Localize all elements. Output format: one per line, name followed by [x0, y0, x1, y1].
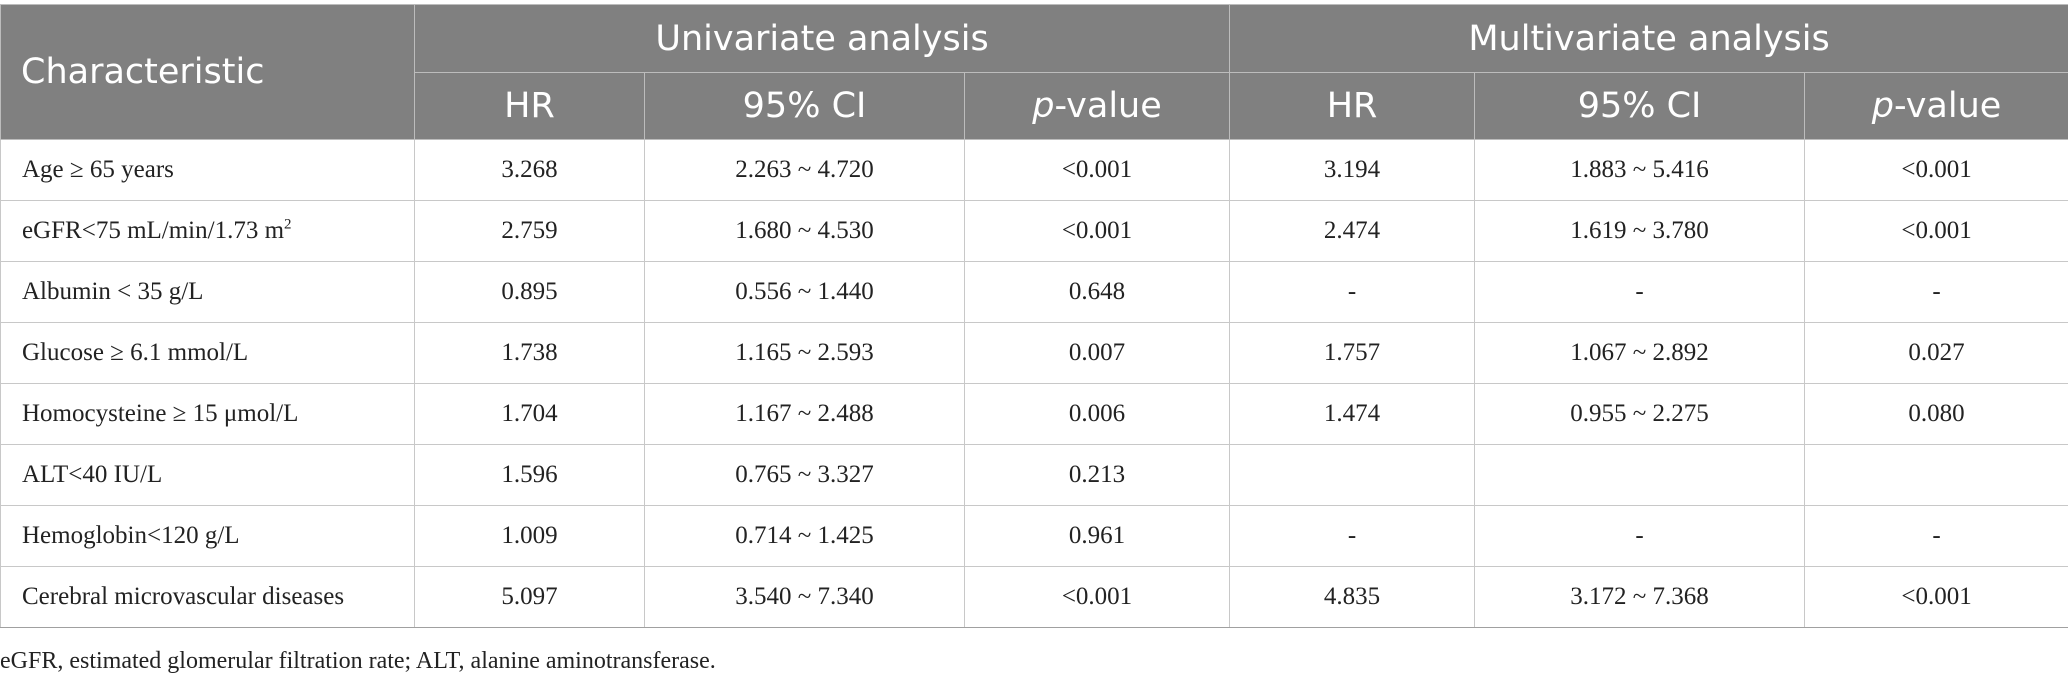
univariate-ci-header: 95% CI	[644, 72, 965, 140]
multivariate-p: <0.001	[1804, 566, 2068, 628]
multivariate-p: 0.027	[1804, 322, 2068, 384]
multivariate-ci: 1.619 ~ 3.780	[1474, 200, 1806, 262]
multivariate-ci: 1.067 ~ 2.892	[1474, 322, 1806, 384]
univariate-p: 0.648	[963, 261, 1231, 323]
univariate-hr: 3.268	[414, 139, 645, 201]
univariate-hr: 2.759	[414, 200, 645, 262]
row-label: ALT<40 IU/L	[0, 444, 415, 506]
multivariate-hr: 2.474	[1229, 200, 1476, 262]
table-body: Age ≥ 65 years 3.268 2.263 ~ 4.720 <0.00…	[0, 139, 2068, 628]
multivariate-ci: 1.883 ~ 5.416	[1474, 139, 1806, 201]
row-label: Hemoglobin<120 g/L	[0, 505, 415, 567]
multivariate-p: -	[1804, 261, 2068, 323]
multivariate-p: 0.080	[1804, 383, 2068, 445]
multivariate-hr: 3.194	[1229, 139, 1476, 201]
row-label: Glucose ≥ 6.1 mmol/L	[0, 322, 415, 384]
row-label: eGFR<75 mL/min/1.73 m2	[0, 200, 415, 262]
multivariate-hr	[1229, 444, 1476, 506]
table-row: Hemoglobin<120 g/L 1.009 0.714 ~ 1.425 0…	[0, 505, 2068, 567]
univariate-hr-header: HR	[414, 72, 645, 140]
table-header: Characteristic Univariate analysis Multi…	[0, 4, 2068, 140]
univariate-hr: 1.704	[414, 383, 645, 445]
row-label: Age ≥ 65 years	[0, 139, 415, 201]
multivariate-hr: -	[1229, 261, 1476, 323]
multivariate-hr: -	[1229, 505, 1476, 567]
univariate-hr: 1.596	[414, 444, 645, 506]
multivariate-ci-header: 95% CI	[1474, 72, 1806, 140]
multivariate-p: <0.001	[1804, 200, 2068, 262]
multivariate-p-header: p-value	[1804, 72, 2068, 140]
univariate-p: <0.001	[963, 566, 1231, 628]
multivariate-hr-header: HR	[1229, 72, 1476, 140]
univariate-p: <0.001	[963, 200, 1231, 262]
row-label: Albumin < 35 g/L	[0, 261, 415, 323]
multivariate-ci: -	[1474, 505, 1806, 567]
univariate-hr: 5.097	[414, 566, 645, 628]
univariate-ci: 0.714 ~ 1.425	[644, 505, 965, 567]
univariate-ci: 1.680 ~ 4.530	[644, 200, 965, 262]
multivariate-hr: 4.835	[1229, 566, 1476, 628]
univariate-p-header: p-value	[963, 72, 1231, 140]
characteristic-header: Characteristic	[0, 4, 415, 140]
univariate-ci: 0.556 ~ 1.440	[644, 261, 965, 323]
superscript: 2	[284, 216, 292, 233]
univariate-ci: 1.165 ~ 2.593	[644, 322, 965, 384]
multivariate-ci: -	[1474, 261, 1806, 323]
table-row: Albumin < 35 g/L 0.895 0.556 ~ 1.440 0.6…	[0, 261, 2068, 323]
row-label: Cerebral microvascular diseases	[0, 566, 415, 628]
univariate-p: 0.006	[963, 383, 1231, 445]
univariate-ci: 0.765 ~ 3.327	[644, 444, 965, 506]
univariate-p: 0.007	[963, 322, 1231, 384]
univariate-hr: 0.895	[414, 261, 645, 323]
table-row: Cerebral microvascular diseases 5.097 3.…	[0, 566, 2068, 628]
row-label: Homocysteine ≥ 15 μmol/L	[0, 383, 415, 445]
univariate-p: <0.001	[963, 139, 1231, 201]
table-row: Age ≥ 65 years 3.268 2.263 ~ 4.720 <0.00…	[0, 139, 2068, 201]
table-footnote: eGFR, estimated glomerular filtration ra…	[0, 648, 716, 674]
univariate-hr: 1.738	[414, 322, 645, 384]
multivariate-ci	[1474, 444, 1806, 506]
table-row: Homocysteine ≥ 15 μmol/L 1.704 1.167 ~ 2…	[0, 383, 2068, 445]
univariate-p: 0.961	[963, 505, 1231, 567]
univariate-hr: 1.009	[414, 505, 645, 567]
univariate-ci: 1.167 ~ 2.488	[644, 383, 965, 445]
multivariate-hr: 1.474	[1229, 383, 1476, 445]
table-row: eGFR<75 mL/min/1.73 m2 2.759 1.680 ~ 4.5…	[0, 200, 2068, 262]
table-row: Glucose ≥ 6.1 mmol/L 1.738 1.165 ~ 2.593…	[0, 322, 2068, 384]
univariate-header: Univariate analysis	[413, 4, 1231, 73]
multivariate-hr: 1.757	[1229, 322, 1476, 384]
multivariate-p: -	[1804, 505, 2068, 567]
multivariate-p	[1804, 444, 2068, 506]
regression-table: Characteristic Univariate analysis Multi…	[0, 4, 2068, 628]
multivariate-ci: 0.955 ~ 2.275	[1474, 383, 1806, 445]
univariate-ci: 2.263 ~ 4.720	[644, 139, 965, 201]
univariate-p: 0.213	[963, 444, 1231, 506]
multivariate-header: Multivariate analysis	[1229, 4, 2068, 73]
table-row: ALT<40 IU/L 1.596 0.765 ~ 3.327 0.213	[0, 444, 2068, 506]
table-container: Characteristic Univariate analysis Multi…	[0, 4, 2068, 628]
multivariate-p: <0.001	[1804, 139, 2068, 201]
multivariate-ci: 3.172 ~ 7.368	[1474, 566, 1806, 628]
univariate-ci: 3.540 ~ 7.340	[644, 566, 965, 628]
